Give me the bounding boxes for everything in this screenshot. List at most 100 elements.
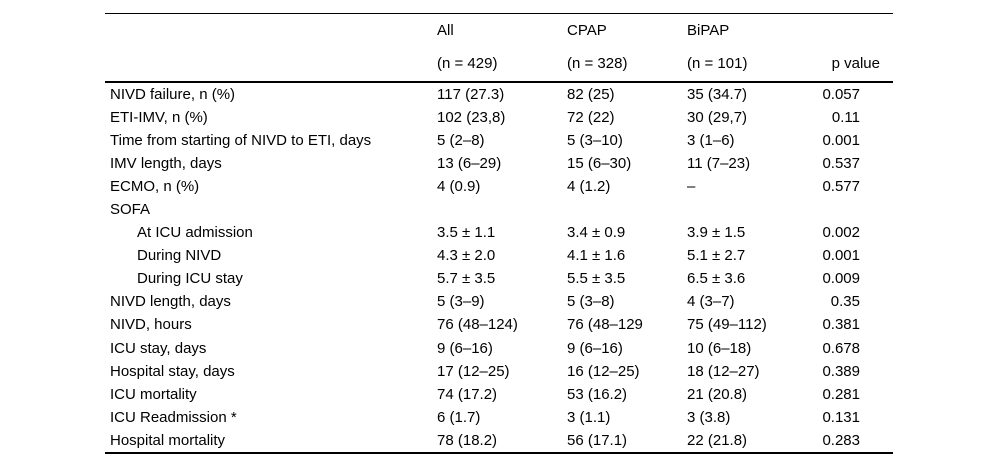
- cell-pvalue: 0.678: [822, 339, 860, 357]
- table-body: NIVD failure, n (%) 117 (27.3) 82 (25) 3…: [105, 83, 893, 454]
- table-row: ETI-IMV, n (%) 102 (23,8) 72 (22) 30 (29…: [105, 106, 893, 129]
- cell-bipap: 5.1 ± 2.7: [687, 247, 746, 265]
- cell-all: 74 (17.2): [437, 385, 498, 403]
- row-label: ICU stay, days: [110, 339, 207, 357]
- cell-pvalue: 0.537: [822, 155, 860, 173]
- cell-cpap: 5 (3–10): [567, 132, 623, 150]
- table-row: During NIVD 4.3 ± 2.0 4.1 ± 1.6 5.1 ± 2.…: [105, 244, 893, 267]
- cell-pvalue: 0.131: [822, 408, 860, 426]
- header-row-groups: All CPAP BiPAP: [105, 14, 893, 46]
- table-row: NIVD length, days 5 (3–9) 5 (3–8) 4 (3–7…: [105, 290, 893, 313]
- cell-all: 117 (27.3): [437, 86, 505, 104]
- table-header: All CPAP BiPAP (n = 429) (n = 328) (n = …: [105, 13, 893, 83]
- table-row: NIVD, hours 76 (48–124) 76 (48–129 75 (4…: [105, 313, 893, 336]
- cell-bipap: 11 (7–23): [687, 155, 751, 173]
- row-label: NIVD, hours: [110, 316, 192, 334]
- cell-all: 9 (6–16): [437, 339, 493, 357]
- cell-pvalue: 0.577: [822, 178, 860, 196]
- row-label: During NIVD: [137, 247, 222, 265]
- header-n-all: (n = 429): [437, 55, 498, 72]
- header-n-bipap: (n = 101): [687, 55, 748, 72]
- cell-bipap: 35 (34.7): [687, 86, 748, 104]
- cell-all: 17 (12–25): [437, 362, 510, 380]
- cell-cpap: 4.1 ± 1.6: [567, 247, 626, 265]
- header-row-n: (n = 429) (n = 328) (n = 101) p value: [105, 46, 893, 81]
- cell-all: 102 (23,8): [437, 109, 506, 127]
- cell-cpap: 53 (16.2): [567, 385, 628, 403]
- cell-bipap: 4 (3–7): [687, 293, 735, 311]
- table-row: ICU stay, days 9 (6–16) 9 (6–16) 10 (6–1…: [105, 337, 893, 360]
- cell-cpap: 5 (3–8): [567, 293, 615, 311]
- cell-all: 76 (48–124): [437, 316, 518, 334]
- header-col-cpap: CPAP: [567, 21, 607, 39]
- cell-pvalue: 0.001: [822, 132, 860, 150]
- row-label: SOFA: [110, 201, 151, 219]
- row-label: Hospital stay, days: [110, 362, 235, 380]
- table-row: Hospital stay, days 17 (12–25) 16 (12–25…: [105, 360, 893, 383]
- cell-bipap: 22 (21.8): [687, 431, 748, 449]
- cell-cpap: 56 (17.1): [567, 431, 628, 449]
- cell-cpap: 9 (6–16): [567, 339, 623, 357]
- cell-bipap: 3 (1–6): [687, 132, 735, 150]
- row-label: NIVD length, days: [110, 293, 231, 311]
- row-label: At ICU admission: [137, 224, 253, 242]
- table-row: ECMO, n (%) 4 (0.9) 4 (1.2) – 0.577: [105, 175, 893, 198]
- cell-all: 4.3 ± 2.0: [437, 247, 496, 265]
- cell-cpap: 16 (12–25): [567, 362, 640, 380]
- table-row: ICU mortality 74 (17.2) 53 (16.2) 21 (20…: [105, 383, 893, 406]
- cell-bipap: 18 (12–27): [687, 362, 760, 380]
- cell-pvalue: 0.057: [822, 86, 860, 104]
- cell-cpap: 5.5 ± 3.5: [567, 270, 626, 288]
- header-col-all: All: [437, 21, 454, 39]
- cell-pvalue: 0.283: [822, 431, 860, 449]
- row-label: ICU mortality: [110, 385, 197, 403]
- cell-pvalue: 0.009: [822, 270, 860, 288]
- cell-bipap: –: [687, 178, 696, 196]
- cell-all: 78 (18.2): [437, 431, 498, 449]
- cell-pvalue: 0.001: [822, 247, 860, 265]
- table-row: NIVD failure, n (%) 117 (27.3) 82 (25) 3…: [105, 83, 893, 106]
- row-label: ICU Readmission *: [110, 408, 237, 426]
- cell-pvalue: 0.002: [822, 224, 860, 242]
- cell-cpap: 72 (22): [567, 109, 615, 127]
- cell-bipap: 10 (6–18): [687, 339, 752, 357]
- cell-bipap: 21 (20.8): [687, 385, 748, 403]
- header-col-bipap: BiPAP: [687, 21, 730, 39]
- row-label: Time from starting of NIVD to ETI, days: [110, 132, 372, 150]
- header-col-pvalue: p value: [831, 55, 880, 72]
- cell-all: 6 (1.7): [437, 408, 481, 426]
- row-label: During ICU stay: [137, 270, 243, 288]
- cell-all: 5 (3–9): [437, 293, 485, 311]
- table-row: IMV length, days 13 (6–29) 15 (6–30) 11 …: [105, 152, 893, 175]
- table-row: Hospital mortality 78 (18.2) 56 (17.1) 2…: [105, 429, 893, 452]
- cell-all: 5.7 ± 3.5: [437, 270, 496, 288]
- cell-cpap: 76 (48–129: [567, 316, 643, 334]
- cell-cpap: 15 (6–30): [567, 155, 632, 173]
- table-row: ICU Readmission * 6 (1.7) 3 (1.1) 3 (3.8…: [105, 406, 893, 429]
- cell-pvalue: 0.11: [831, 109, 860, 127]
- cell-cpap: 3 (1.1): [567, 408, 611, 426]
- outcomes-table: All CPAP BiPAP (n = 429) (n = 328) (n = …: [105, 13, 893, 454]
- row-label: IMV length, days: [110, 155, 222, 173]
- table-row: During ICU stay 5.7 ± 3.5 5.5 ± 3.5 6.5 …: [105, 267, 893, 290]
- cell-bipap: 3 (3.8): [687, 408, 731, 426]
- row-label: ETI-IMV, n (%): [110, 109, 208, 127]
- cell-all: 13 (6–29): [437, 155, 502, 173]
- row-label: Hospital mortality: [110, 431, 226, 449]
- cell-cpap: 3.4 ± 0.9: [567, 224, 626, 242]
- cell-cpap: 4 (1.2): [567, 178, 611, 196]
- cell-bipap: 30 (29,7): [687, 109, 748, 127]
- table-row: At ICU admission 3.5 ± 1.1 3.4 ± 0.9 3.9…: [105, 221, 893, 244]
- cell-pvalue: 0.281: [822, 385, 860, 403]
- cell-all: 3.5 ± 1.1: [437, 224, 496, 242]
- cell-pvalue: 0.389: [822, 362, 860, 380]
- cell-pvalue: 0.35: [830, 293, 860, 311]
- cell-all: 4 (0.9): [437, 178, 481, 196]
- row-label: NIVD failure, n (%): [110, 86, 236, 104]
- cell-all: 5 (2–8): [437, 132, 485, 150]
- cell-bipap: 3.9 ± 1.5: [687, 224, 746, 242]
- table-row: Time from starting of NIVD to ETI, days …: [105, 129, 893, 152]
- table-row: SOFA: [105, 198, 893, 221]
- cell-bipap: 6.5 ± 3.6: [687, 270, 746, 288]
